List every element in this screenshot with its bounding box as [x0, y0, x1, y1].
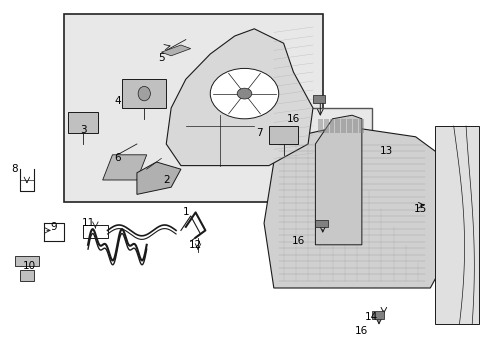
- Polygon shape: [317, 119, 322, 133]
- Text: 5: 5: [158, 53, 164, 63]
- Polygon shape: [346, 119, 351, 133]
- Text: 8: 8: [11, 164, 18, 174]
- Polygon shape: [329, 119, 334, 133]
- Bar: [307, 108, 371, 252]
- Polygon shape: [102, 155, 146, 180]
- Polygon shape: [166, 29, 312, 166]
- Bar: [315, 220, 327, 227]
- Text: 4: 4: [114, 96, 121, 106]
- Text: 13: 13: [379, 146, 392, 156]
- Polygon shape: [358, 119, 363, 133]
- Polygon shape: [161, 45, 190, 56]
- Polygon shape: [352, 119, 357, 133]
- Text: 12: 12: [188, 240, 202, 250]
- Text: 7: 7: [255, 128, 262, 138]
- Text: 16: 16: [286, 114, 300, 124]
- Polygon shape: [137, 162, 181, 194]
- Ellipse shape: [138, 86, 150, 101]
- Text: 15: 15: [413, 204, 427, 214]
- Text: 11: 11: [81, 218, 95, 228]
- Polygon shape: [264, 126, 449, 288]
- Text: 2: 2: [163, 175, 169, 185]
- Text: 14: 14: [364, 312, 378, 322]
- Polygon shape: [434, 126, 478, 324]
- Polygon shape: [335, 119, 340, 133]
- Polygon shape: [315, 115, 361, 245]
- Polygon shape: [323, 119, 328, 133]
- Bar: [83, 225, 107, 238]
- Text: 1: 1: [182, 207, 189, 217]
- Circle shape: [210, 68, 278, 119]
- Polygon shape: [341, 119, 346, 133]
- Polygon shape: [68, 112, 98, 133]
- Bar: [312, 95, 325, 103]
- Bar: [63, 14, 322, 202]
- Text: 6: 6: [114, 153, 121, 163]
- Text: 9: 9: [50, 222, 57, 232]
- Bar: [268, 126, 298, 144]
- Polygon shape: [122, 79, 166, 108]
- Bar: [371, 311, 383, 319]
- Text: 3: 3: [80, 125, 86, 135]
- Polygon shape: [20, 270, 34, 281]
- Polygon shape: [15, 256, 39, 266]
- Text: 16: 16: [291, 236, 305, 246]
- Text: 16: 16: [354, 326, 368, 336]
- Text: 10: 10: [23, 261, 36, 271]
- Circle shape: [237, 88, 251, 99]
